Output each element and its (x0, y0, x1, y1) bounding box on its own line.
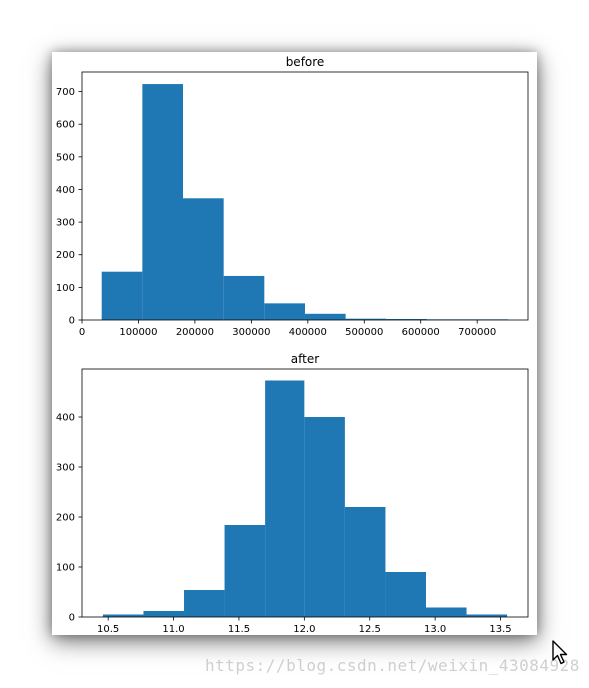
before-x-tick-label: 300000 (232, 327, 270, 338)
after-bar (265, 380, 305, 617)
after-y-tick-label: 200 (56, 513, 75, 524)
before-y-tick-label: 0 (69, 316, 75, 327)
before-x-tick-label: 700000 (458, 327, 496, 338)
before-x-tick-label: 600000 (402, 327, 440, 338)
after-y-tick-label: 100 (56, 563, 75, 574)
after-y-tick-label: 0 (69, 613, 75, 624)
after-chart-title: after (291, 352, 319, 366)
before-x-tick-label: 200000 (176, 327, 214, 338)
before-bar (386, 319, 427, 320)
before-bar (264, 303, 305, 320)
before-bar (101, 271, 143, 320)
before-axes-frame (81, 71, 529, 321)
before-chart-title: before (286, 55, 325, 69)
before-y-tick-label: 500 (56, 152, 75, 163)
after-x-tick-label: 11.0 (162, 624, 184, 635)
mouse-cursor-icon (552, 640, 568, 665)
after-bar (304, 417, 345, 617)
before-x-tick-label: 500000 (345, 327, 383, 338)
after-y-tick-label: 400 (56, 413, 75, 424)
after-bar (184, 590, 225, 617)
after-x-tick-label: 12.0 (293, 624, 315, 635)
before-histogram-axes: 0 100000 200000 300000 400000 500000 600000 700… (56, 55, 529, 338)
before-y-tick-label: 700 (56, 87, 75, 98)
after-x-tick-label: 13.0 (424, 624, 446, 635)
after-x-tick-label: 10.5 (97, 624, 119, 635)
before-y-tick-label: 100 (56, 283, 75, 294)
before-bar (142, 84, 184, 320)
before-y-tick-label: 300 (56, 218, 75, 229)
before-y-tick-label: 600 (56, 120, 75, 131)
before-bar (223, 275, 265, 320)
before-x-tick-label: 100000 (119, 327, 157, 338)
after-bar (224, 525, 266, 617)
before-y-tick-label: 400 (56, 185, 75, 196)
after-bar (466, 614, 508, 617)
after-bar (385, 572, 426, 617)
after-x-tick-label: 13.5 (489, 624, 511, 635)
after-bar (425, 607, 467, 617)
before-x-tick-label: 0 (79, 327, 85, 338)
after-axes-frame (81, 368, 529, 618)
after-x-tick-label: 12.5 (359, 624, 381, 635)
before-y-tick-label: 200 (56, 250, 75, 261)
after-bar (143, 611, 185, 617)
before-bar (304, 313, 346, 320)
after-x-tick-label: 11.5 (228, 624, 250, 635)
watermark-url: https://blog.csdn.net/weixin_43084928 (205, 656, 580, 675)
before-x-tick-label: 400000 (289, 327, 327, 338)
after-histogram-axes: 10.5 11.0 11.5 12.0 12.5 13.0 13.5 0 100 200 300 40… (56, 352, 529, 635)
after-bar (102, 614, 144, 617)
before-bar (183, 198, 224, 320)
after-y-tick-label: 300 (56, 463, 75, 474)
before-bar (345, 318, 387, 320)
after-bar (344, 507, 386, 617)
